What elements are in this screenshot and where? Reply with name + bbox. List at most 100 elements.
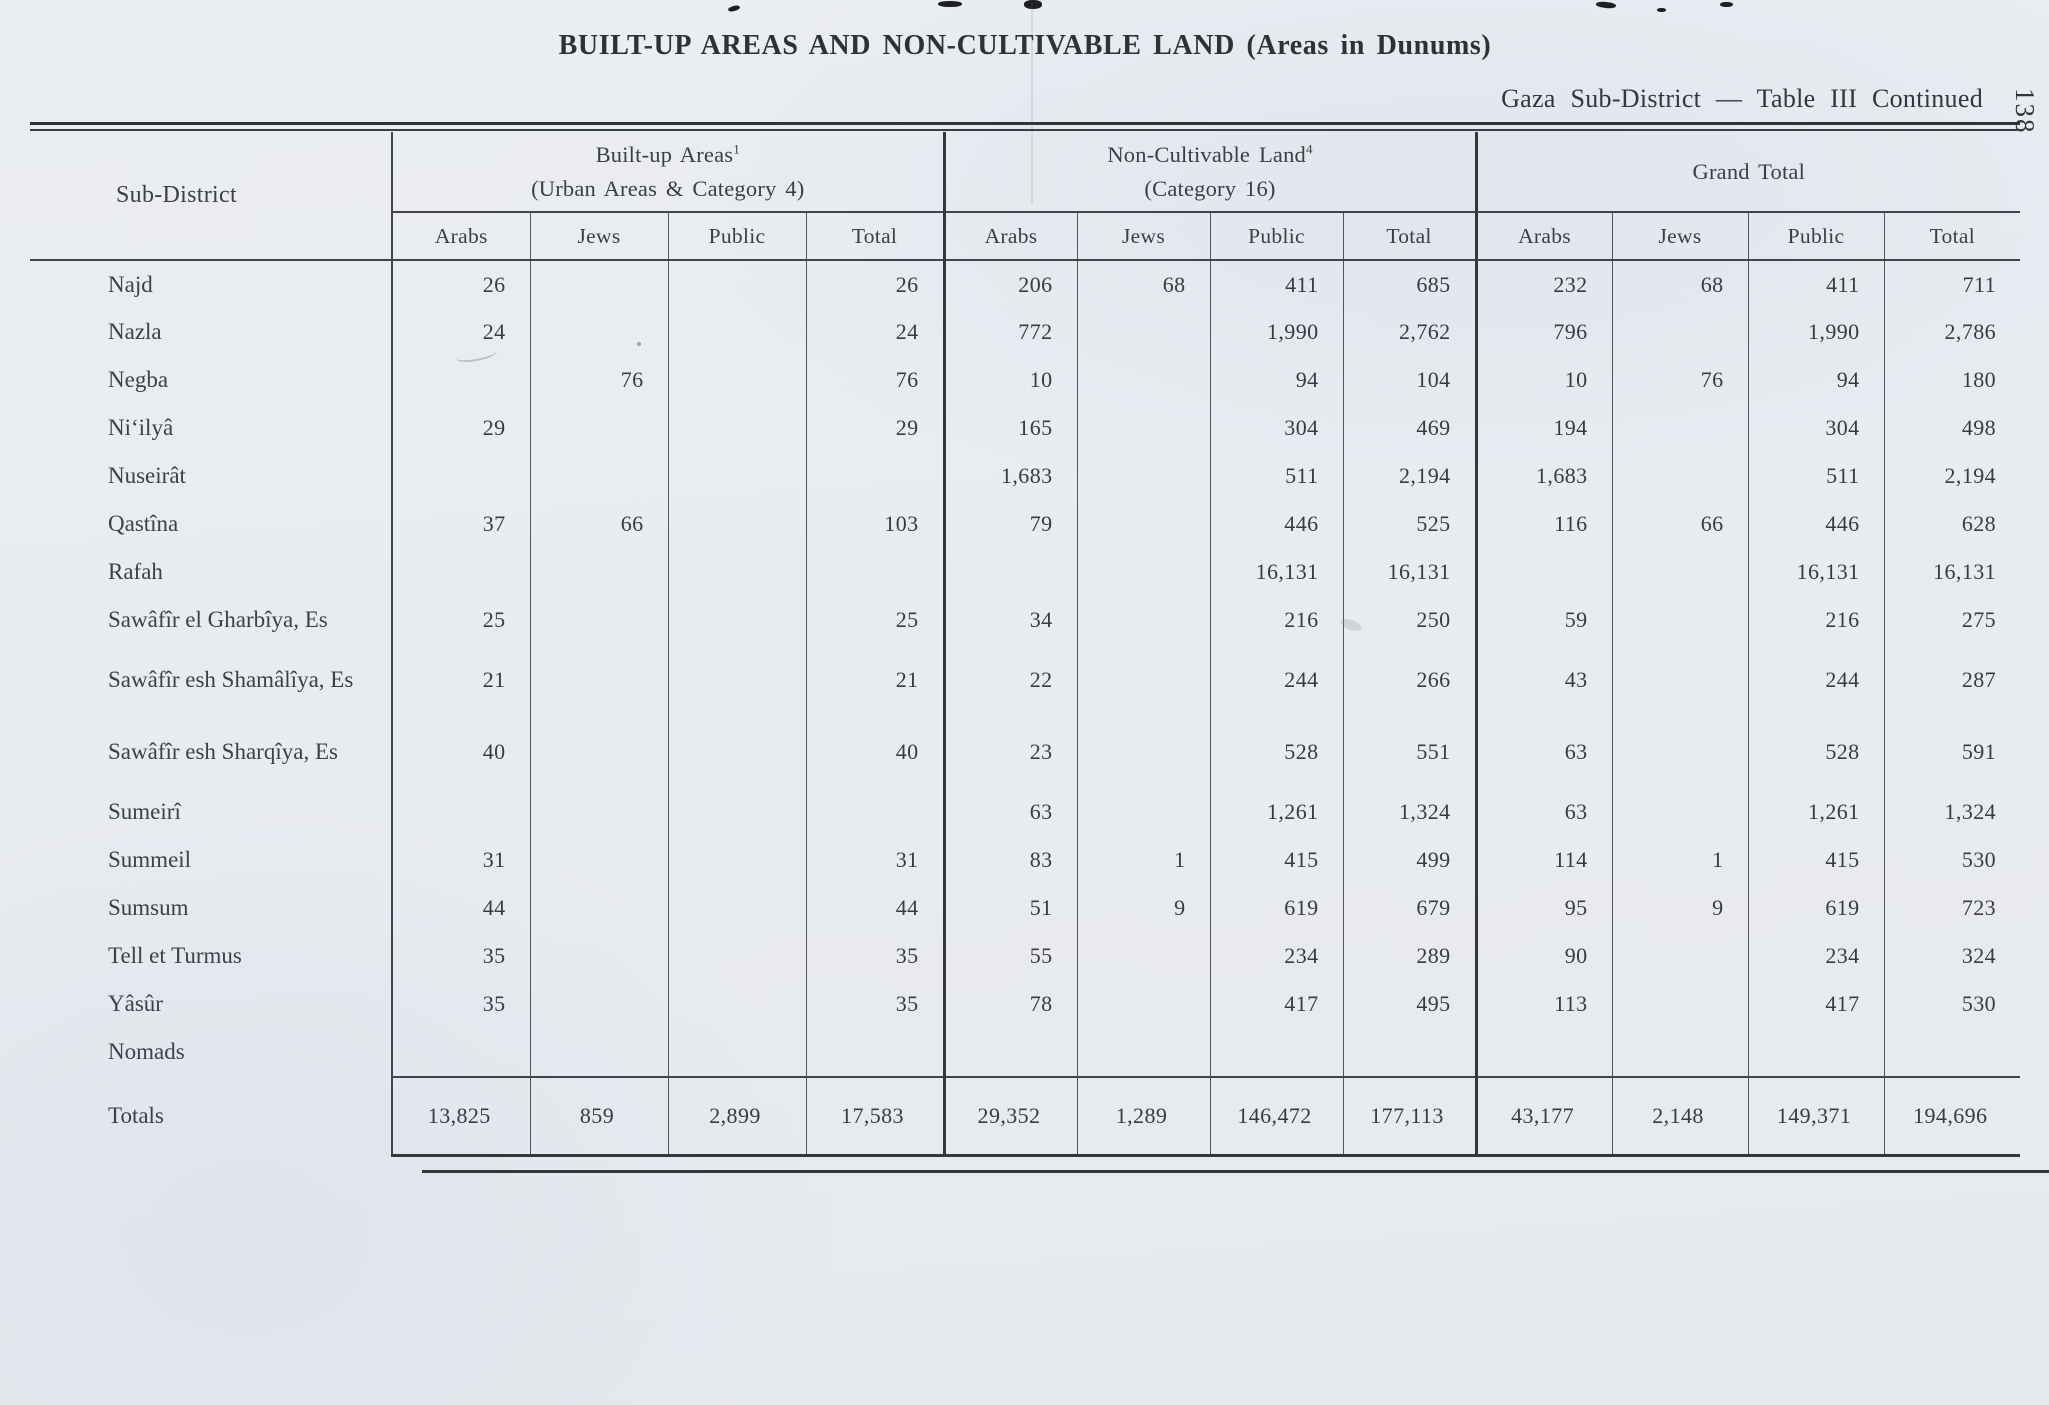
table-cell: 113 [1474,980,1613,1028]
table-cell: 244 [1747,644,1885,716]
table-cell [1611,644,1749,716]
table-cell: 37 [482,511,506,536]
table-row: Summeil 31 31 83 1 415 499 114 1 415 530 [30,836,2021,884]
table-cell: 469 [1342,404,1477,452]
table-cell: 10 [942,356,1077,404]
table-row: Ni‘ilyâ 29 29 165 304 469 194 304 498 [30,404,2021,452]
table-cell [667,308,806,356]
table-cell: 103 [805,500,944,548]
sub-district-label: Najd [108,271,153,297]
sub-district-label: Summeil [108,847,192,872]
table-cell: 446 [1747,500,1885,548]
table-cell: 591 [1883,716,2021,788]
table-cell: 216 [1209,596,1343,644]
table-cell [667,1028,806,1076]
column-header-total: Total [1883,212,2021,261]
table-cell: 35 [482,943,506,968]
table-cell: 59 [1474,596,1613,644]
table-cell: 619 [1209,884,1343,932]
subdistrict-cell: Yâsûr [30,980,393,1028]
table-row: Nomads [30,1028,2021,1076]
table-cell: 525 [1342,500,1477,548]
table-cell: 304 [1209,404,1343,452]
table-cell: 35 [805,932,944,980]
table-cell: 35 [805,980,944,1028]
table-row: Sawâfîr esh Shamâlîya, Es 21 21 22 244 2… [30,644,2021,716]
table-cell: 411 [1747,260,1885,308]
totals-row: Totals 13,825 859 2,899 17,583 29,352 1,… [30,1076,2021,1157]
table-cell: 16,131 [1209,548,1343,596]
table-cell: 244 [1209,644,1343,716]
table-cell: 25 [805,596,944,644]
table-cell [529,884,668,932]
table-row: Nuseirât 1,683 511 2,194 1,683 511 2,194 [30,452,2021,500]
table-row: Qastîna 37 66 103 79 446 525 116 66 446 … [30,500,2021,548]
table-cell [667,404,806,452]
table-cell [1076,404,1210,452]
table-cell: 21 [805,644,944,716]
table-cell [667,548,806,596]
subdistrict-cell: Sawâfîr el Gharbîya, Es [30,596,393,644]
totals-cell: 194,696 [1883,1076,2021,1157]
table-subtitle: Gaza Sub-District — Table III Continued [1501,84,1983,113]
totals-cell: 2,899 [667,1076,806,1157]
sub-district-label: Rafah [108,559,163,584]
totals-label: Totals [108,1103,164,1128]
table-cell: 79 [942,500,1077,548]
table-cell [1611,932,1749,980]
table-cell [529,980,668,1028]
group-title: Non-Cultivable Land4 [1107,141,1313,167]
table-cell [1076,548,1210,596]
table-row: Sumeirî 63 1,261 1,324 63 1,261 1,324 [30,788,2021,836]
table-cell: 1,261 [1209,788,1343,836]
table-cell [942,1028,1077,1076]
sub-district-label: Yâsûr [108,991,163,1016]
subdistrict-cell: Sawâfîr esh Shamâlîya, Es [30,644,393,716]
table-cell: 90 [1474,932,1613,980]
sub-district-label: Sawâfîr esh Sharqîya, Es [108,739,338,765]
group-subtitle: (Urban Areas & Category 4) [531,175,805,201]
table-cell: 180 [1883,356,2021,404]
subdistrict-cell: Negba [30,356,393,404]
table-cell [529,548,668,596]
table-row: Rafah 16,131 16,131 16,131 16,131 [30,548,2021,596]
table-row: Sawâfîr esh Sharqîya, Es 40 40 23 528 55… [30,716,2021,788]
table-cell [1209,1028,1343,1076]
sub-district-label: Qastîna [108,511,179,536]
column-header-jews: Jews [1611,212,1749,261]
table-cell: 31 [482,847,506,872]
table-cell: 1,324 [1883,788,2021,836]
table-row: Sumsum 44 44 51 9 619 679 95 9 619 723 [30,884,2021,932]
column-header-public: Public [667,212,806,261]
table-cell [529,836,668,884]
totals-cell: 1,289 [1076,1076,1210,1157]
table-cell [529,452,668,500]
table-cell [1076,596,1210,644]
table-cell: 10 [1474,356,1613,404]
table-cell: 63 [942,788,1077,836]
column-header-arabs: Arabs [942,212,1077,261]
statistics-table: Sub-District Built-up Areas1 (Urban Area… [30,132,2021,1157]
table-cell: 1,683 [942,452,1077,500]
subdistrict-cell: Sawâfîr esh Sharqîya, Es [30,716,393,788]
table-cell [667,980,806,1028]
sub-district-label: Tell et Turmus [108,943,242,968]
table-cell: 16,131 [1883,548,2021,596]
sub-district-label: Sawâfîr el Gharbîya, Es [108,607,328,632]
table-cell: 685 [1342,260,1477,308]
column-header-arabs: Arabs [392,212,530,261]
table-cell: 528 [1747,716,1885,788]
table-cell: 711 [1883,260,2021,308]
subdistrict-cell: Sumeirî [30,788,393,836]
table-cell [529,716,668,788]
table-row: Yâsûr 35 35 78 417 495 113 417 530 [30,980,2021,1028]
table-cell: 66 [529,500,668,548]
totals-cell: 149,371 [1747,1076,1885,1157]
row-header-subdistrict: Sub-District [30,132,393,261]
table-cell [1076,788,1210,836]
table-cell [1076,308,1210,356]
table-cell: 23 [942,716,1077,788]
table-cell [1611,452,1749,500]
table-cell: 530 [1883,836,2021,884]
